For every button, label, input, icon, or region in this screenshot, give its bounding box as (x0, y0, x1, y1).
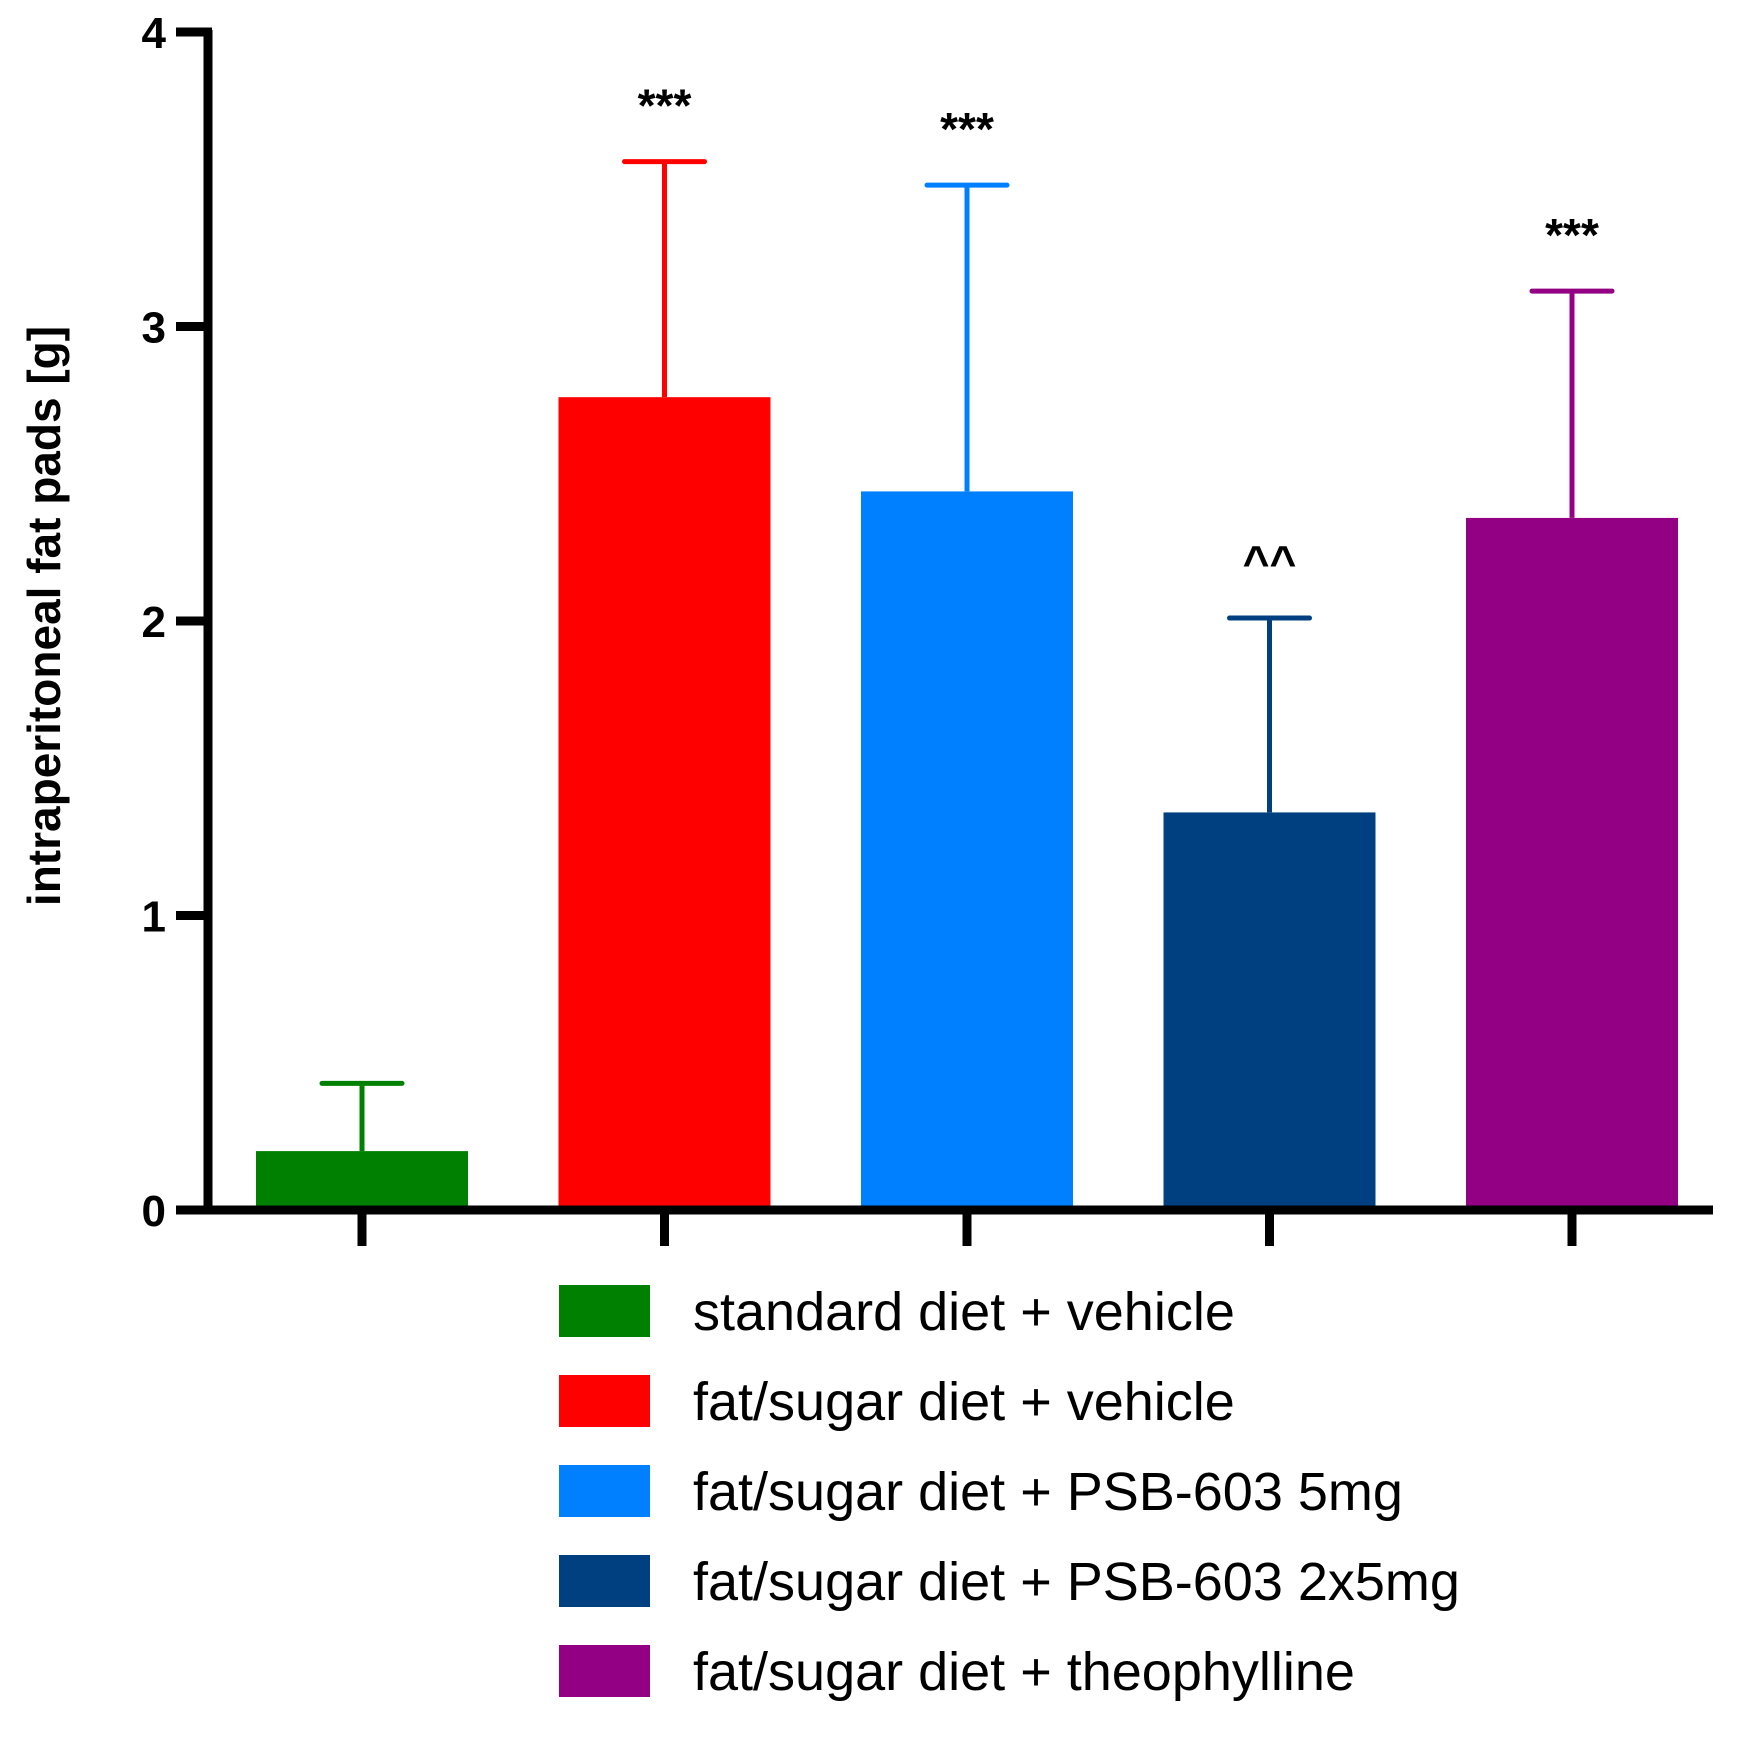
legend-swatch (559, 1555, 650, 1607)
legend-item: fat/sugar diet + PSB-603 5mg (559, 1462, 1403, 1522)
bar (256, 1151, 468, 1210)
legend: standard diet + vehicle fat/sugar diet + … (559, 1282, 1460, 1702)
y-tick-label: 1 (142, 893, 166, 942)
legend-swatch (559, 1645, 650, 1697)
legend-item: fat/sugar diet + theophylline (559, 1642, 1355, 1702)
annotations-layer: *** *** ^^ *** (638, 80, 1599, 588)
legend-label: fat/sugar diet + theophylline (693, 1642, 1355, 1702)
legend-swatch (559, 1375, 650, 1427)
y-tick-label: 4 (142, 9, 167, 58)
legend-item: standard diet + vehicle (559, 1282, 1235, 1342)
legend-label: standard diet + vehicle (693, 1282, 1235, 1342)
legend-swatch (559, 1465, 650, 1517)
bar (861, 491, 1073, 1210)
significance-annotation: *** (638, 80, 692, 132)
legend-swatch (559, 1285, 650, 1337)
y-tick-label: 2 (142, 598, 166, 647)
y-tick-label: 3 (142, 304, 166, 353)
legend-item: fat/sugar diet + vehicle (559, 1372, 1235, 1432)
legend-label: fat/sugar diet + vehicle (693, 1372, 1235, 1432)
ticks-layer: 0 1 2 3 4 (142, 9, 1577, 1246)
bar (1163, 812, 1376, 1210)
y-tick-label: 0 (142, 1187, 166, 1236)
bars-layer (256, 159, 1678, 1210)
legend-label: fat/sugar diet + PSB-603 2x5mg (693, 1552, 1460, 1612)
significance-annotation: *** (1545, 209, 1599, 261)
legend-item: fat/sugar diet + PSB-603 2x5mg (559, 1552, 1460, 1612)
y-axis-label: intraperitoneal fat pads [g] (18, 326, 70, 906)
bar (558, 397, 771, 1210)
legend-label: fat/sugar diet + PSB-603 5mg (693, 1462, 1403, 1522)
bar (1466, 517, 1678, 1210)
significance-annotation: *** (940, 103, 994, 155)
significance-annotation: ^^ (1243, 536, 1297, 588)
